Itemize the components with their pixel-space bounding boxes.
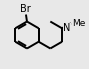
Text: Br: Br — [20, 4, 30, 14]
Text: N: N — [63, 23, 71, 33]
Text: Me: Me — [72, 19, 85, 28]
